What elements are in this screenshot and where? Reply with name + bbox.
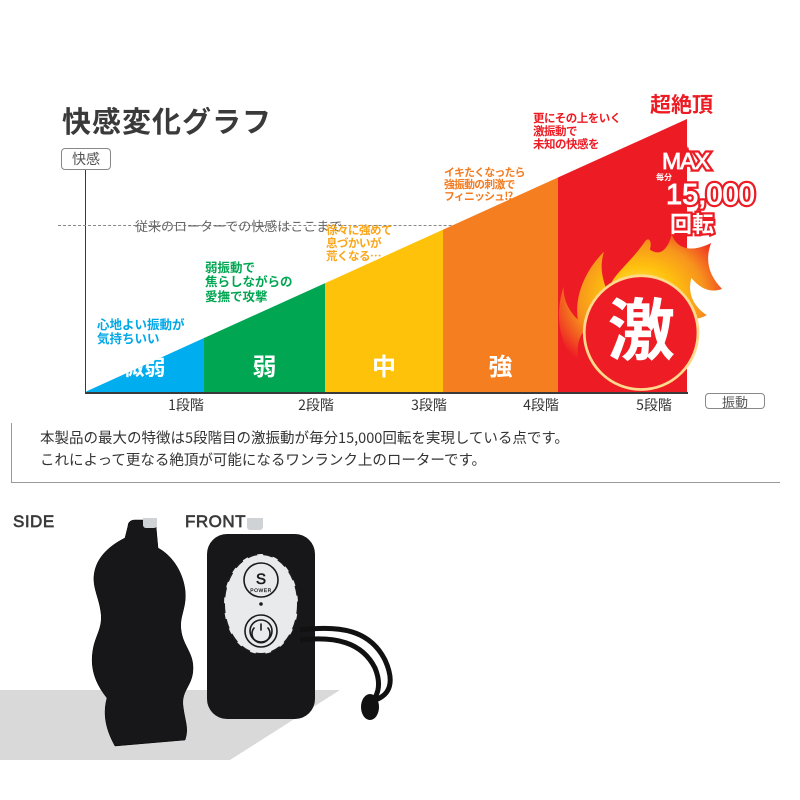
svg-text:激: 激 xyxy=(607,276,675,375)
svg-text:MAX: MAX xyxy=(662,148,711,174)
svg-text:POWER: POWER xyxy=(250,588,271,594)
svg-text:S: S xyxy=(256,571,266,588)
